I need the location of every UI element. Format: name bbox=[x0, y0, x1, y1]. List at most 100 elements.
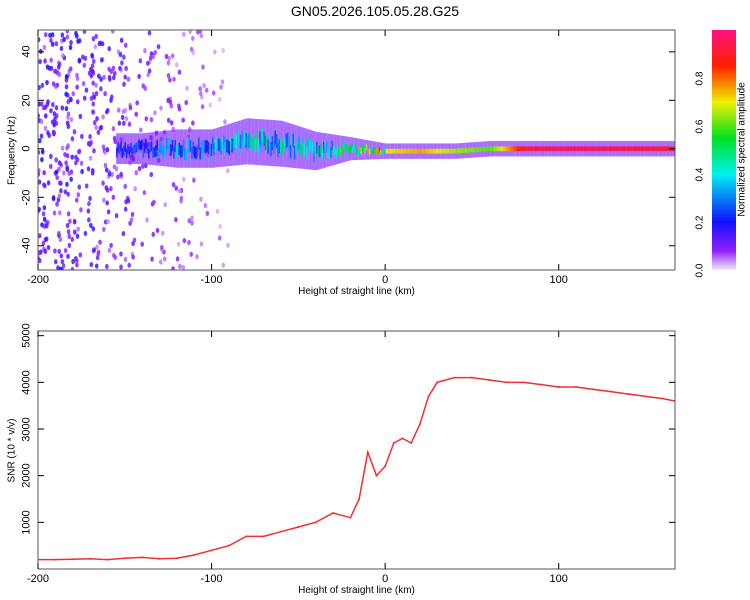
noise-cell bbox=[57, 160, 62, 166]
ridge-cell bbox=[179, 145, 182, 158]
ridge-cell bbox=[164, 145, 167, 157]
snr-point bbox=[488, 379, 491, 381]
noise-cell bbox=[38, 149, 41, 155]
noise-cell bbox=[123, 206, 128, 212]
ridge-cell bbox=[223, 135, 225, 149]
noise-cell bbox=[54, 120, 59, 126]
noise-cell bbox=[199, 196, 203, 202]
snr-point bbox=[54, 558, 57, 561]
noise-cell bbox=[94, 263, 99, 269]
snr-point bbox=[427, 395, 430, 398]
ridge-cell bbox=[632, 146, 635, 152]
ridge-cell bbox=[456, 148, 458, 154]
noise-cell bbox=[135, 100, 139, 106]
ridge-cell bbox=[271, 136, 274, 151]
ridge-cell bbox=[134, 144, 136, 154]
noise-cell bbox=[171, 266, 175, 270]
ridge-cell bbox=[513, 146, 515, 152]
ridge-cell bbox=[416, 148, 418, 154]
noise-cell bbox=[198, 91, 203, 97]
noise-cell bbox=[76, 226, 80, 232]
ridge-cell bbox=[200, 141, 203, 154]
noise-cell bbox=[86, 208, 91, 214]
ridge-cell bbox=[470, 147, 472, 153]
ridge-cell bbox=[317, 145, 320, 158]
ridge-cell bbox=[174, 140, 177, 152]
noise-cell bbox=[39, 118, 44, 124]
noise-cell bbox=[102, 226, 106, 232]
ridge-cell bbox=[352, 146, 354, 154]
noise-cell bbox=[153, 110, 157, 116]
noise-cell bbox=[91, 80, 96, 86]
noise-cell bbox=[200, 104, 205, 110]
colorbar-tick-label: 0.0 bbox=[694, 263, 706, 277]
ridge-cell bbox=[217, 137, 220, 151]
ridge-cell bbox=[481, 146, 483, 152]
noise-cell bbox=[77, 184, 82, 190]
noise-cell bbox=[220, 79, 225, 85]
ridge-cell bbox=[461, 148, 464, 154]
ridge-cell bbox=[586, 146, 589, 152]
noise-cell bbox=[70, 266, 75, 270]
noise-cell bbox=[39, 101, 44, 107]
ridge-cell bbox=[403, 148, 406, 154]
noise-cell bbox=[64, 84, 69, 90]
noise-cell bbox=[123, 42, 128, 48]
noise-cell bbox=[90, 63, 95, 69]
noise-cell bbox=[64, 73, 69, 80]
noise-cell bbox=[176, 241, 181, 247]
y-tick-label: 4000 bbox=[20, 370, 33, 395]
ridge-cell bbox=[495, 146, 497, 152]
snr-point bbox=[384, 465, 387, 468]
ridge-cell bbox=[492, 146, 495, 152]
ridge-cell bbox=[542, 146, 544, 152]
ridge-cell bbox=[627, 146, 629, 152]
noise-cell bbox=[49, 108, 53, 114]
noise-cell bbox=[99, 86, 103, 92]
noise-cell bbox=[49, 65, 54, 71]
noise-cell bbox=[119, 251, 123, 257]
noise-cell bbox=[95, 244, 99, 250]
snr-point bbox=[210, 549, 213, 552]
noise-cell bbox=[147, 30, 152, 36]
noise-cell bbox=[103, 162, 108, 168]
noise-cell bbox=[169, 120, 174, 126]
noise-cell bbox=[106, 209, 111, 215]
ridge-cell bbox=[124, 142, 127, 152]
noise-cell bbox=[117, 120, 122, 126]
ridge-cell bbox=[428, 148, 431, 154]
noise-cell bbox=[88, 195, 92, 202]
ridge-cell bbox=[281, 141, 283, 157]
snr-point bbox=[89, 557, 92, 560]
noise-cell bbox=[53, 116, 57, 122]
snr-point bbox=[609, 390, 612, 393]
ridge-cell bbox=[249, 133, 252, 148]
ridge-cell bbox=[252, 137, 254, 153]
noise-cell bbox=[110, 30, 115, 34]
noise-cell bbox=[92, 120, 97, 126]
noise-cell bbox=[84, 87, 89, 93]
noise-cell bbox=[50, 32, 55, 38]
noise-cell bbox=[127, 121, 132, 127]
ridge-cell bbox=[149, 142, 152, 153]
ridge-cell bbox=[471, 147, 474, 153]
noise-cell bbox=[123, 256, 128, 262]
snr-point bbox=[661, 397, 664, 400]
noise-cell bbox=[134, 111, 139, 117]
y-tick-label: 2000 bbox=[20, 463, 33, 488]
noise-cell bbox=[189, 251, 194, 257]
snr-point bbox=[358, 498, 361, 500]
colorbar-label: Normalized spectral amplitude bbox=[736, 82, 748, 217]
noise-cell bbox=[177, 188, 182, 194]
noise-cell bbox=[112, 70, 117, 77]
ridge-cell bbox=[381, 149, 383, 156]
ridge-cell bbox=[192, 141, 195, 154]
ridge-cell bbox=[402, 148, 404, 154]
noise-cell bbox=[65, 30, 70, 34]
noise-cell bbox=[221, 47, 225, 54]
ridge-cell bbox=[198, 137, 200, 150]
noise-cell bbox=[99, 57, 104, 63]
noise-cell bbox=[138, 58, 143, 64]
x-tick-label: 100 bbox=[549, 274, 568, 286]
noise-cell bbox=[190, 35, 195, 41]
